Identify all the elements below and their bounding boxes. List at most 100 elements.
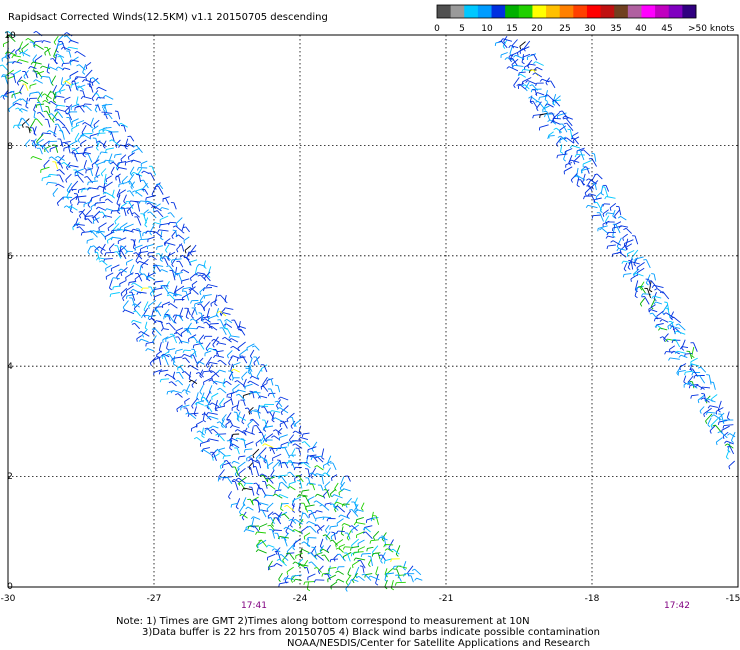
wind-barb	[154, 293, 163, 298]
wind-barb	[128, 152, 135, 158]
wind-barb	[44, 100, 51, 105]
wind-barb-flag	[563, 137, 567, 140]
wind-barb-flag	[43, 110, 47, 113]
wind-barb	[91, 159, 100, 166]
wind-barb-flag	[118, 144, 121, 148]
wind-barb	[118, 189, 127, 195]
wind-barb-flag	[392, 566, 395, 570]
wind-barb	[160, 222, 170, 226]
wind-barb	[156, 309, 162, 317]
wind-barb-flag	[171, 235, 174, 240]
wind-barb	[247, 506, 254, 511]
wind-barb	[263, 385, 269, 392]
wind-barb-flag	[277, 432, 280, 436]
wind-barb	[591, 180, 599, 187]
wind-barb	[14, 60, 23, 64]
wind-barb-flag	[118, 208, 121, 212]
wind-barb-flag	[599, 228, 603, 231]
wind-barb	[331, 474, 338, 479]
wind-barb	[59, 162, 64, 169]
wind-barb-flag	[210, 303, 212, 307]
wind-barb-flag	[722, 435, 725, 440]
wind-barb-flag	[120, 272, 123, 277]
wind-barb	[316, 510, 323, 513]
wind-barb	[82, 187, 92, 190]
wind-barb	[119, 181, 128, 185]
wind-barb-flag	[212, 457, 214, 461]
wind-barb-flag	[184, 401, 186, 405]
wind-barb-flag	[33, 143, 37, 147]
wind-barb-flag	[627, 267, 631, 270]
wind-barb	[78, 85, 84, 91]
wind-barb	[37, 91, 43, 100]
wind-barb-flag	[163, 242, 167, 246]
legend-swatch	[518, 5, 533, 18]
wind-barb	[713, 414, 722, 421]
wind-barb-flag	[223, 380, 227, 384]
wind-barb	[68, 51, 72, 58]
wind-barb	[247, 407, 252, 415]
wind-barb-flag	[146, 202, 150, 205]
wind-barb	[186, 251, 190, 259]
wind-barb-flag	[102, 128, 104, 132]
wind-barb	[620, 216, 627, 221]
wind-barb	[556, 137, 562, 145]
wind-barb-flag	[298, 462, 301, 466]
wind-barb-flag	[196, 326, 199, 330]
wind-barb	[563, 166, 573, 172]
wind-barb-flag	[131, 228, 134, 232]
wind-barb-flag	[253, 482, 257, 485]
wind-barb	[200, 392, 205, 401]
wind-barb-flag	[305, 468, 309, 470]
wind-barb	[238, 477, 246, 484]
wind-barb	[172, 356, 183, 359]
wind-barb-flag	[204, 427, 208, 430]
wind-barb-flag	[179, 255, 183, 258]
wind-barb-flag	[122, 297, 125, 302]
wind-barb	[523, 40, 531, 50]
wind-barb	[240, 328, 246, 336]
wind-barb-flag	[50, 58, 54, 60]
wind-barb	[57, 34, 64, 41]
wind-barb	[719, 431, 728, 439]
wind-barb	[365, 531, 373, 540]
wind-barb	[372, 545, 379, 553]
wind-barb	[730, 431, 736, 441]
wind-barb	[339, 544, 345, 548]
wind-barb-flag	[102, 95, 106, 98]
wind-barb	[320, 484, 324, 491]
wind-barb	[165, 244, 170, 251]
wind-barb-flag	[266, 484, 270, 487]
wind-barb	[265, 433, 274, 440]
wind-barb-flag	[154, 307, 157, 311]
wind-barb	[178, 372, 184, 380]
wind-barb-flag	[293, 578, 296, 582]
wind-barb-flag	[205, 398, 209, 402]
wind-barb	[604, 186, 609, 197]
wind-barb	[395, 545, 401, 555]
wind-barb	[249, 498, 254, 506]
wind-barb-flag	[326, 518, 329, 522]
wind-barb	[276, 562, 283, 567]
wind-barb-flag	[621, 260, 624, 264]
wind-barb-flag	[298, 524, 302, 528]
wind-barb	[68, 85, 72, 92]
wind-barb	[39, 112, 45, 118]
wind-barb	[291, 417, 296, 427]
wind-barb	[207, 405, 213, 413]
wind-barb	[271, 411, 275, 421]
wind-barb	[82, 96, 92, 100]
wind-barb-flag	[23, 75, 26, 80]
wind-barb	[691, 346, 695, 356]
wind-barb	[33, 111, 36, 118]
wind-barb-flag	[321, 573, 324, 577]
wind-barb	[707, 417, 712, 425]
wind-barb	[140, 331, 150, 337]
wind-barb	[398, 574, 407, 576]
x-tick-label: -18	[585, 594, 600, 604]
wind-barb	[584, 185, 593, 194]
wind-barb-flag	[17, 126, 21, 130]
wind-barb	[191, 397, 199, 407]
wind-barb-flag	[309, 455, 313, 458]
wind-barb-flag	[126, 211, 129, 215]
